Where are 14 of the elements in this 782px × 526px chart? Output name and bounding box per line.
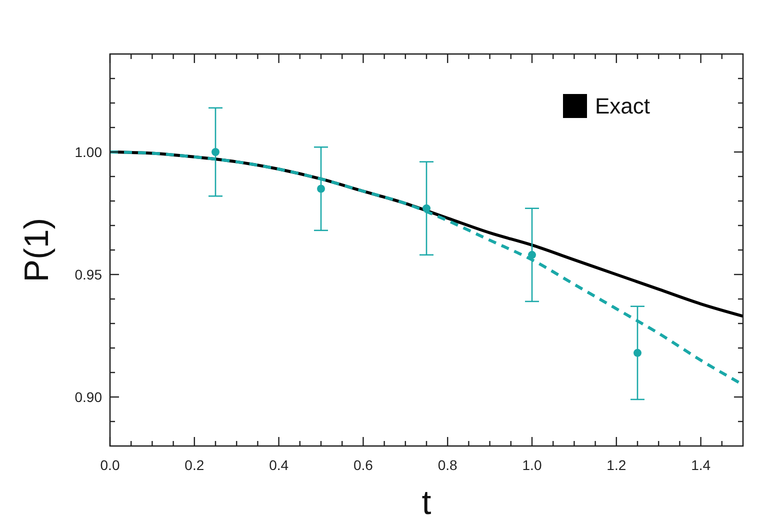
x-tick-label: 0.8 — [438, 457, 458, 473]
x-tick-label: 1.0 — [522, 457, 542, 473]
y-tick-label: 0.95 — [74, 266, 102, 282]
y-tick-label: 0.90 — [74, 388, 102, 405]
x-tick-label: 0.6 — [353, 457, 374, 473]
y-axis-title: P(1) — [18, 218, 56, 282]
x-axis-title: t — [422, 484, 432, 522]
x-tick-label: 1.4 — [691, 457, 711, 473]
legend-label: Exact — [595, 94, 650, 119]
x-tick-label: 0.0 — [100, 457, 120, 473]
x-tick-label: 1.2 — [606, 457, 626, 473]
y-tick-label: 1.00 — [74, 144, 102, 160]
x-tick-label: 0.4 — [269, 457, 289, 473]
x-tick-label: 0.2 — [184, 457, 204, 473]
